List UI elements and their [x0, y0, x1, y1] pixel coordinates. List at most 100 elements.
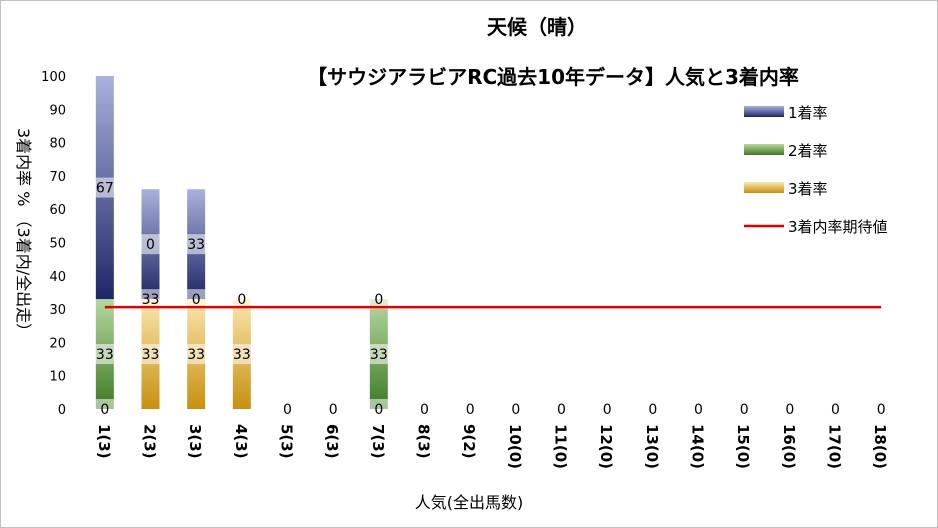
data-label: 0	[648, 402, 657, 418]
y-tick-label: 60	[49, 203, 66, 218]
data-label: 33	[142, 292, 160, 308]
x-tick-label: 17(0)	[826, 424, 844, 469]
data-label-bg	[273, 399, 302, 419]
data-label-bg	[638, 399, 667, 419]
data-label: 0	[374, 292, 383, 308]
y-tick-label: 20	[49, 336, 66, 351]
x-tick-label: 16(0)	[780, 424, 798, 469]
chart-title: 天候（晴）	[487, 15, 587, 39]
x-tick-label: 15(0)	[734, 424, 752, 469]
data-label: 0	[785, 402, 794, 418]
y-tick-label: 50	[49, 237, 66, 252]
data-label-bg	[364, 344, 393, 365]
y-tick-label: 70	[49, 170, 66, 185]
x-axis-label: 人気(全出馬数)	[415, 493, 524, 512]
y-axis-label-text: 3着内率 % （3着内/全出走）	[14, 128, 33, 339]
data-label-bg	[90, 177, 119, 198]
data-label: 0	[192, 292, 201, 308]
data-label: 0	[740, 402, 749, 418]
data-label-bg	[90, 344, 119, 365]
y-tick-label: 10	[49, 370, 66, 385]
legend-swatch	[744, 182, 784, 193]
y-tick-label: 90	[49, 103, 66, 118]
data-label-bg	[775, 399, 804, 419]
data-label: 0	[329, 402, 338, 418]
data-label-bg	[593, 399, 622, 419]
x-tick-label: 1(3)	[95, 424, 113, 459]
x-tick-label: 3(3)	[186, 424, 204, 459]
data-label: 0	[374, 402, 383, 418]
data-label-bg	[182, 289, 211, 310]
data-label: 0	[283, 402, 292, 418]
data-label-bg	[227, 344, 256, 365]
x-tick-label: 6(3)	[323, 424, 341, 459]
chart-subtitle: 【サウジアラビアRC過去10年データ】人気と3着内率	[307, 65, 799, 89]
data-label-bg	[410, 399, 439, 419]
data-label-bg	[501, 399, 530, 419]
x-tick-label: 9(2)	[460, 424, 478, 459]
y-tick-label: 30	[49, 303, 66, 318]
x-tick-label: 10(0)	[506, 424, 524, 469]
x-ticks: 1(3) 2(3) 3(3) 4(3) 5(3) 6(3) 7(3) 8(3) 9(2) 10(0…	[95, 424, 889, 469]
data-label: 0	[146, 237, 155, 253]
y-tick-label: 80	[49, 137, 66, 152]
data-label: 33	[187, 237, 205, 253]
x-tick-label: 12(0)	[597, 424, 615, 469]
x-tick-label: 7(3)	[369, 424, 387, 459]
y-axis-label: 3着内率 % （3着内/全出走）	[14, 128, 33, 339]
data-label: 33	[370, 347, 388, 363]
data-label: 33	[187, 347, 205, 363]
y-ticks: 0 10 20 30 40 50 60 70 80 90 100	[41, 70, 66, 418]
data-label: 33	[96, 347, 114, 363]
x-tick-label: 11(0)	[552, 424, 570, 469]
data-label-bg	[182, 344, 211, 365]
legend-label: 1着率	[788, 104, 828, 122]
y-tick-label: 0	[58, 403, 66, 418]
data-label: 0	[694, 402, 703, 418]
data-label: 67	[96, 181, 114, 197]
legend-label: 3着率	[788, 180, 828, 198]
data-label-bg	[684, 399, 713, 419]
data-label-bg	[867, 399, 896, 419]
data-label-bg	[90, 399, 119, 419]
data-label: 0	[100, 402, 109, 418]
data-label-bg	[364, 289, 393, 310]
data-label: 0	[877, 402, 886, 418]
data-labels: 0 33 67 33 33 0 33 0 33 33 0 0 0 0 33 0 0 0 0 0 0 0 0 0 0 0 0	[90, 177, 896, 419]
data-label-bg	[136, 289, 165, 310]
data-label-bg	[136, 234, 165, 255]
data-label-bg	[227, 289, 256, 310]
data-label-bg	[182, 234, 211, 255]
data-label: 0	[466, 402, 475, 418]
x-tick-label: 8(3)	[415, 424, 433, 459]
data-label: 0	[557, 402, 566, 418]
data-label: 0	[237, 292, 246, 308]
y-tick-label: 100	[41, 70, 66, 85]
data-label-bg	[319, 399, 348, 419]
legend-swatch	[744, 106, 784, 117]
x-tick-label: 4(3)	[232, 424, 250, 459]
y-tick-label: 40	[49, 270, 66, 285]
x-tick-label: 2(3)	[141, 424, 159, 459]
data-label-bg	[821, 399, 850, 419]
legend: 1着率 2着率 3着率 3着内率期待値	[744, 104, 888, 236]
x-tick-label: 14(0)	[689, 424, 707, 469]
legend-swatch	[744, 144, 784, 155]
data-label: 0	[603, 402, 612, 418]
data-label-bg	[456, 399, 485, 419]
data-label-bg	[547, 399, 576, 419]
x-tick-label: 5(3)	[278, 424, 296, 459]
x-tick-label: 13(0)	[643, 424, 661, 469]
data-label-bg	[136, 344, 165, 365]
data-label: 0	[420, 402, 429, 418]
data-label: 0	[511, 402, 520, 418]
x-tick-label: 18(0)	[871, 424, 889, 469]
legend-label: 3着内率期待値	[788, 218, 888, 236]
data-label: 33	[142, 347, 160, 363]
data-label-bg	[364, 399, 393, 419]
legend-label: 2着率	[788, 142, 828, 160]
data-label: 33	[233, 347, 251, 363]
data-label-bg	[730, 399, 759, 419]
data-label: 0	[831, 402, 840, 418]
